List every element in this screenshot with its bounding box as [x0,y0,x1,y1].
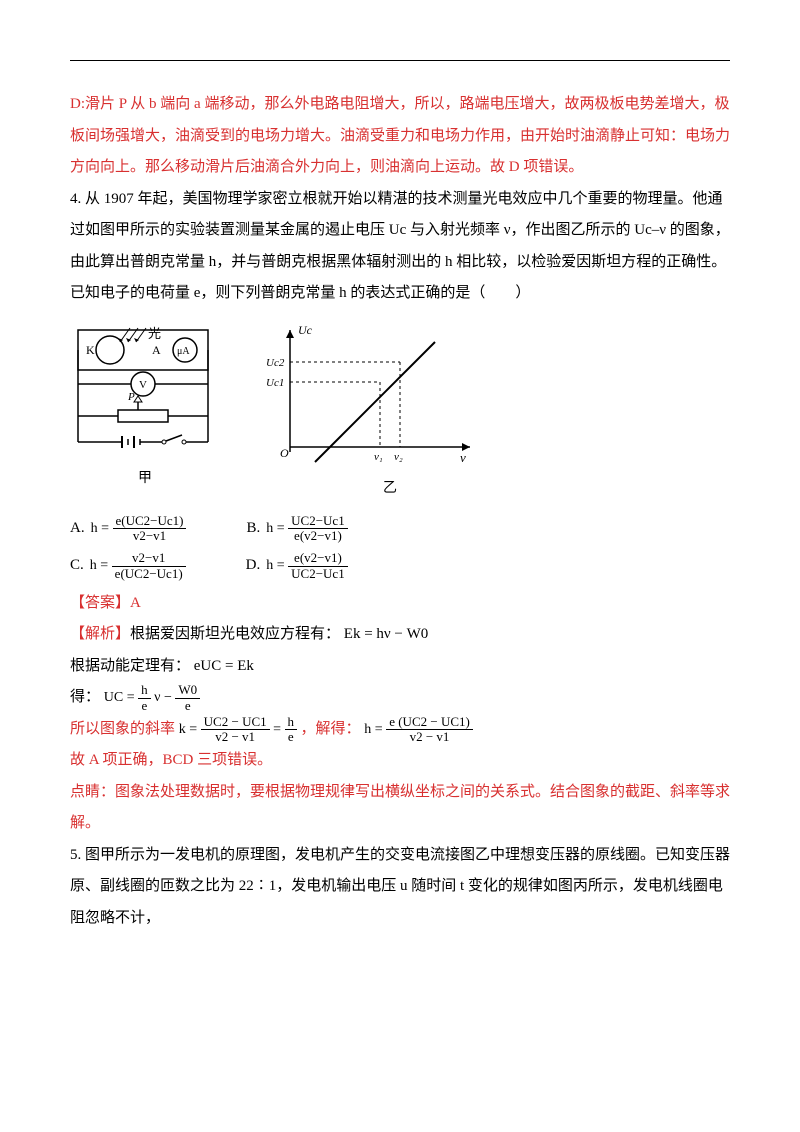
answer-label: 【答案】 [70,595,130,611]
eq4a: k = UC2 − UC1v2 − v1 = he [179,722,301,737]
q4-explanation-1: 【解析】根据爱因斯坦光电效应方程有： Ek = hν − W0 [70,619,730,651]
fig-right-caption: 乙 [300,474,480,503]
uc2-label: Uc2 [266,357,285,369]
opt-b-formula: h = UC2−Uc1e(v2−v1) [266,514,347,544]
q4-stem-text: 从 1907 年起，美国物理学家密立根就开始以精湛的技术测量光电效应中几个重要的… [70,191,730,302]
q5-number: 5. [70,847,81,863]
x-axis-label: ν [460,450,466,465]
v-label: V [139,379,147,391]
q4-explanation-3: 得： UC = he ν − W0e [70,682,730,714]
origin-label: O [280,446,289,460]
q5-stem-text: 图甲所示为一发电机的原理图，发电机产生的交变电流接图乙中理想变压器的原线圈。已知… [70,847,730,926]
p-label: P [127,391,135,403]
q4-explanation-tip: 点睛：图象法处理数据时，要根据物理规律写出横纵坐标之间的关系式。结合图象的截距、… [70,777,730,840]
opt-b-label: B. [246,513,260,545]
k-label: K [86,343,95,357]
eq4b: h = e (UC2 − UC1)v2 − v1 [364,722,473,737]
q4-option-a: A. h = e(UC2−Uc1)v2−v1 [70,513,186,545]
opt-c-formula: h = v2−v1e(UC2−Uc1) [90,551,186,581]
q3-option-d-explanation: D:滑片 P 从 b 端向 a 端移动，那么外电路电阻增大，所以，路端电压增大，… [70,89,730,184]
q4-figures: 光 K A μA V P 甲 [70,322,730,503]
light-label: 光 [148,326,161,341]
q5-stem: 5. 图甲所示为一发电机的原理图，发电机产生的交变电流接图乙中理想变压器的原线圈… [70,840,730,935]
opt-a-label: A. [70,513,85,545]
a-label: A [152,343,161,357]
opt-a-formula: h = e(UC2−Uc1)v2−v1 [91,514,187,544]
expl-2-text: 根据动能定理有： [70,658,190,674]
answer-value: A [130,595,141,611]
q4-explanation-2: 根据动能定理有： eUC = Ek [70,651,730,683]
apparatus-svg: 光 K A μA V P [70,322,220,462]
eq2: eUC = Ek [194,658,254,674]
y-axis-label: Uc [298,323,313,337]
q4-explanation-4: 所以图象的斜率 k = UC2 − UC1v2 − v1 = he ，解得： h… [70,714,730,746]
q4-stem: 4. 从 1907 年起，美国物理学家密立根就开始以精湛的技术测量光电效应中几个… [70,184,730,310]
fig-left-caption: 甲 [70,464,220,493]
q4-figure-right: Uc ν O Uc2 Uc1 ν₁ ν₂ 乙 [260,322,480,503]
opt-d-label: D. [246,550,261,582]
q4-options-row-1: A. h = e(UC2−Uc1)v2−v1 B. h = UC2−Uc1e(v… [70,513,730,545]
q4-answer: 【答案】A [70,588,730,620]
opt-d-formula: h = e(v2−v1)UC2−Uc1 [266,551,347,581]
page-top-rule [70,60,730,61]
eq3: UC = he ν − W0e [104,690,200,705]
opt-c-label: C. [70,550,84,582]
q4-explanation-5: 故 A 项正确，BCD 三项错误。 [70,745,730,777]
nu2-label: ν₂ [394,451,403,463]
expl-3-pre: 得： [70,689,100,705]
nu1-label: ν₁ [374,451,383,463]
q4-number: 4. [70,191,81,207]
expl-4-mid: ，解得： [301,721,361,737]
q4-options-row-2: C. h = v2−v1e(UC2−Uc1) D. h = e(v2−v1)UC… [70,550,730,582]
ua-label: μA [177,346,190,357]
expl-1-text: 根据爱因斯坦光电效应方程有： [130,626,340,642]
eq1: Ek = hν − W0 [344,626,429,642]
uc1-label: Uc1 [266,377,284,389]
q4-option-d: D. h = e(v2−v1)UC2−Uc1 [246,550,348,582]
q4-figure-left: 光 K A μA V P 甲 [70,322,220,493]
q4-option-c: C. h = v2−v1e(UC2−Uc1) [70,550,186,582]
expl-4-pre: 所以图象的斜率 [70,721,175,737]
q4-option-b: B. h = UC2−Uc1e(v2−v1) [246,513,347,545]
graph-svg: Uc ν O Uc2 Uc1 ν₁ ν₂ [260,322,480,472]
expl-label: 【解析】 [70,626,130,642]
